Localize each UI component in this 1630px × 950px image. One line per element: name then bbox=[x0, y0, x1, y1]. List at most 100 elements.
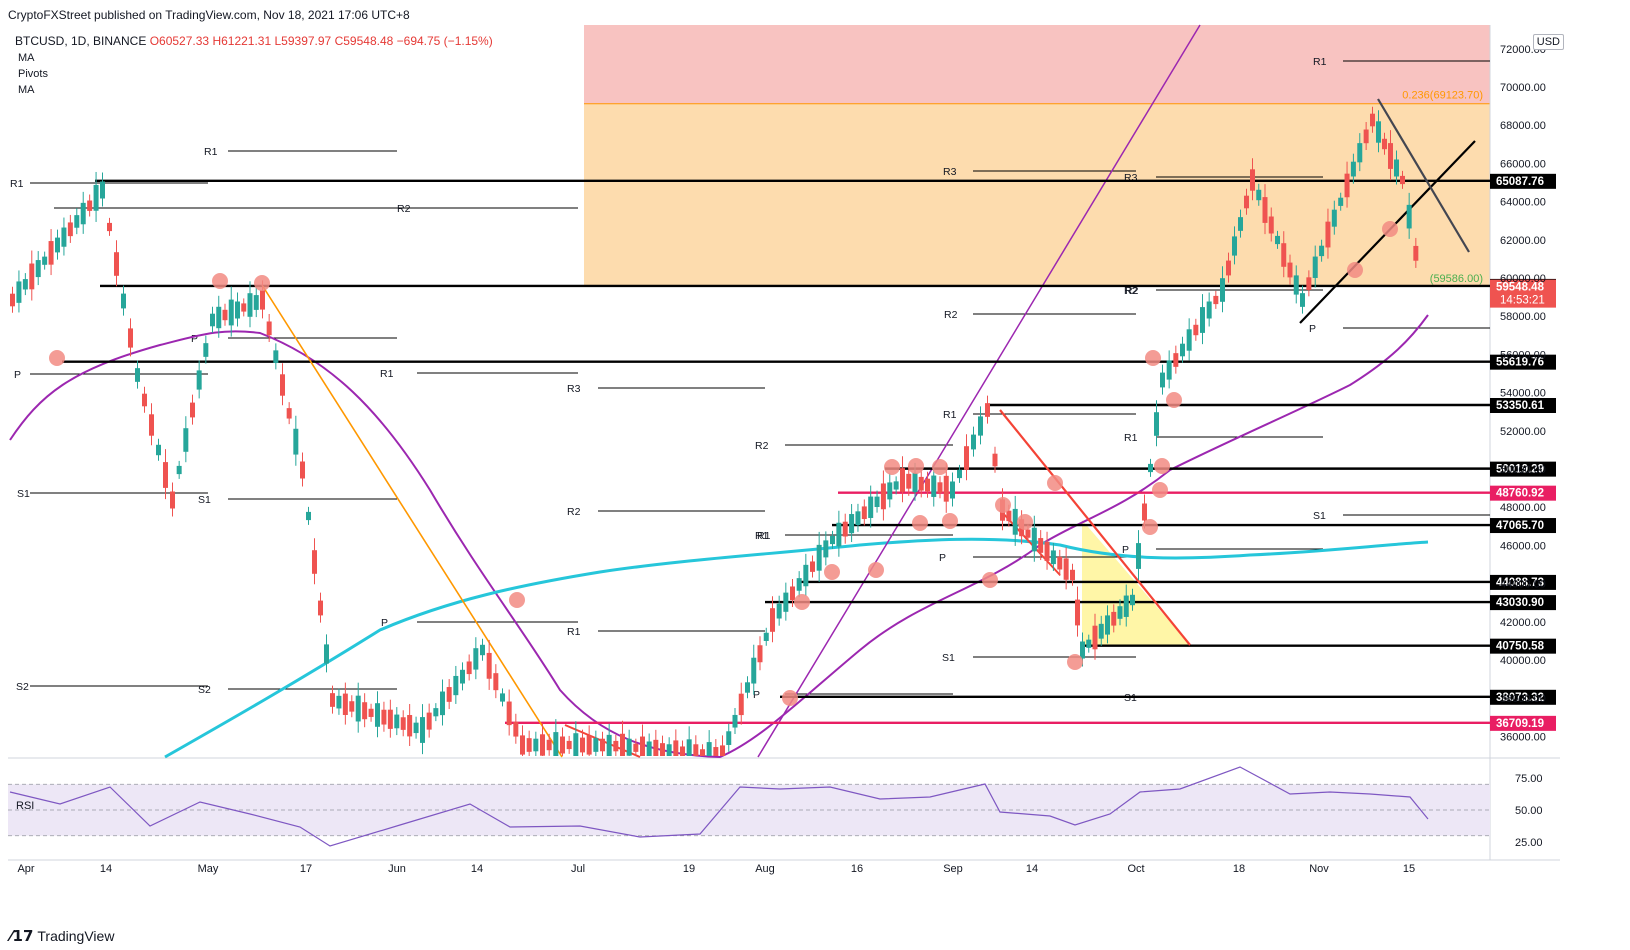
x-tick-label: Jul bbox=[571, 863, 585, 875]
price-level-box bbox=[1490, 595, 1556, 611]
candle-body bbox=[1166, 360, 1172, 380]
candle-body bbox=[783, 592, 789, 612]
candle-body bbox=[387, 709, 393, 729]
candle-body bbox=[810, 561, 815, 572]
candle-body bbox=[1244, 195, 1249, 209]
x-tick-label: Nov bbox=[1309, 863, 1329, 875]
candle-body bbox=[1154, 412, 1159, 436]
candle-body bbox=[48, 241, 54, 265]
candle-body bbox=[1075, 599, 1080, 626]
brand-label: TradingView bbox=[37, 928, 115, 944]
candle-body bbox=[493, 673, 499, 691]
candle-body bbox=[925, 478, 930, 492]
candle-body bbox=[407, 715, 413, 737]
candle-body bbox=[985, 403, 990, 417]
highlight-marker bbox=[995, 497, 1011, 513]
candle-body bbox=[506, 701, 512, 726]
candle-body bbox=[573, 733, 579, 756]
candle-body bbox=[1306, 277, 1312, 290]
candle-body bbox=[446, 687, 452, 702]
pivot-label: S1 bbox=[17, 488, 30, 500]
symbol-legend: BTCUSD, 1D, BINANCE O60527.33 H61221.31 … bbox=[15, 34, 493, 48]
candle-body bbox=[149, 414, 154, 436]
candle-body bbox=[1226, 260, 1231, 276]
currency-badge[interactable]: USD bbox=[1532, 34, 1564, 50]
candle-body bbox=[10, 293, 15, 307]
rsi-tick-label: 25.00 bbox=[1515, 837, 1543, 849]
price-level-label: 48760.92 bbox=[1496, 488, 1544, 500]
candle-body bbox=[893, 481, 899, 490]
ohlc-high: H61221.31 bbox=[212, 34, 272, 48]
price-level-box bbox=[1490, 518, 1556, 534]
candle-body bbox=[93, 184, 99, 211]
candle-body bbox=[620, 733, 625, 756]
candle-body bbox=[67, 222, 73, 237]
indicator-ma-2[interactable]: MA bbox=[18, 84, 35, 96]
candle-body bbox=[1136, 543, 1141, 569]
price-level-box bbox=[1490, 689, 1556, 705]
pivot-label: R2 bbox=[755, 440, 769, 452]
fib-label-0236: 0.236(69123.70) bbox=[1402, 90, 1483, 102]
y-tick-label: 60000.00 bbox=[1500, 273, 1546, 285]
y-tick-label: 38000.00 bbox=[1500, 693, 1546, 705]
candle-body bbox=[912, 472, 918, 493]
indicator-ma-1[interactable]: MA bbox=[18, 52, 35, 64]
pivot-label: R1 bbox=[943, 409, 957, 421]
candle-body bbox=[931, 475, 937, 497]
candle-body bbox=[170, 491, 175, 509]
candle-body bbox=[247, 293, 253, 317]
candle-body bbox=[480, 644, 485, 656]
price-level-box bbox=[1490, 485, 1556, 501]
candle-body bbox=[553, 732, 559, 756]
candle-body bbox=[128, 328, 133, 348]
highlight-marker bbox=[1154, 458, 1170, 474]
candle-body bbox=[1406, 204, 1412, 229]
candle-body bbox=[1012, 508, 1018, 535]
candle-body bbox=[937, 482, 943, 493]
pivot-label: P bbox=[191, 333, 198, 345]
candle-body bbox=[1400, 175, 1405, 185]
candle-body bbox=[362, 702, 368, 720]
candle-body bbox=[646, 741, 652, 756]
candle-body bbox=[486, 652, 492, 679]
candle-body bbox=[874, 496, 880, 508]
candle-body bbox=[1394, 159, 1399, 177]
candle-body bbox=[546, 739, 552, 751]
candle-body bbox=[533, 738, 539, 752]
pivot-label: R1 bbox=[757, 530, 771, 542]
pivot-label: P bbox=[1122, 544, 1129, 556]
candle-body bbox=[312, 550, 317, 574]
candle-body bbox=[473, 648, 479, 670]
x-tick-label: Jun bbox=[388, 863, 406, 875]
candle-body bbox=[964, 446, 969, 470]
candle-body bbox=[861, 506, 867, 520]
candle-body bbox=[653, 739, 659, 756]
candle-body bbox=[42, 256, 48, 265]
candle-body bbox=[880, 483, 886, 510]
candle-body bbox=[720, 745, 725, 756]
candle-body bbox=[803, 564, 809, 587]
price-level-label: 47065.70 bbox=[1496, 520, 1544, 532]
candle-body bbox=[513, 721, 519, 737]
candle-body bbox=[61, 227, 67, 247]
highlight-marker bbox=[912, 515, 928, 531]
candle-body bbox=[745, 682, 750, 693]
indicator-pivots[interactable]: Pivots bbox=[18, 68, 48, 80]
candle-body bbox=[763, 632, 769, 641]
highlight-marker bbox=[1145, 350, 1161, 366]
pivot-label: P bbox=[14, 369, 21, 381]
candle-body bbox=[216, 306, 222, 329]
candle-body bbox=[266, 321, 272, 336]
candle-body bbox=[1123, 595, 1129, 617]
candle-body bbox=[500, 693, 505, 702]
candle-body bbox=[686, 739, 692, 756]
candle-body bbox=[183, 428, 189, 452]
candle-body bbox=[566, 740, 572, 750]
candle-body bbox=[1357, 143, 1363, 163]
highlight-marker bbox=[1142, 519, 1158, 535]
candle-body bbox=[1232, 236, 1237, 256]
y-tick-label: 52000.00 bbox=[1500, 426, 1546, 438]
rsi-pane-label: RSI bbox=[16, 800, 35, 812]
candle-body bbox=[394, 714, 400, 729]
